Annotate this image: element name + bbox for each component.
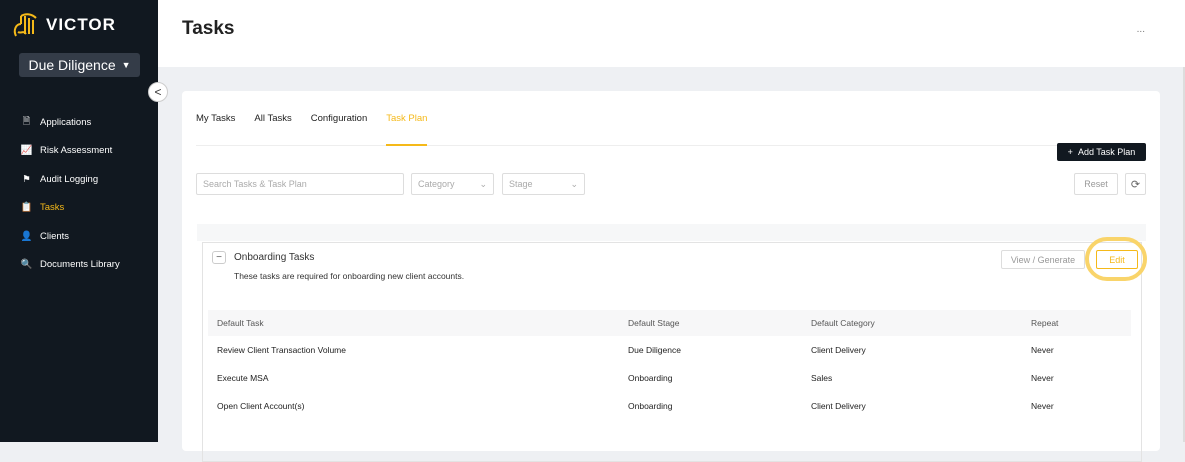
user-icon: 👤 [20,230,33,242]
table-header: Default Task Default Stage Default Categ… [208,310,1131,336]
caret-down-icon: ▼ [121,60,131,70]
flag-icon: ⚑ [22,173,31,185]
add-task-plan-button[interactable]: + Add Task Plan [1057,143,1146,161]
presentation-chart-icon: 📈 [20,145,33,157]
collapse-group-button[interactable]: − [212,251,226,264]
group-title: Onboarding Tasks [234,252,315,263]
minus-icon: − [216,252,222,263]
sidebar: VICTOR Due Diligence ▼ 🗎 Applications 📈 Ris… [0,0,158,442]
sidebar-item-risk-assessment[interactable]: 📈 Risk Assessment [20,145,113,157]
refresh-button[interactable]: ⟳ [1125,173,1146,195]
tab-configuration[interactable]: Configuration [310,113,368,124]
tabs: My Tasks All Tasks Configuration Task Pl… [196,113,1146,146]
clipboard-icon: 📋 [20,202,33,214]
chevron-down-icon: ⌄ [479,178,487,189]
tab-my-tasks[interactable]: My Tasks [196,113,236,124]
more-options-button[interactable]: ... [1136,24,1145,35]
sidebar-item-documents-library[interactable]: 🔍 Documents Library [20,259,120,271]
tab-task-plan[interactable]: Task Plan [386,113,428,146]
table-row[interactable]: Execute MSA Onboarding Sales Never [217,373,1054,383]
sidebar-item-tasks[interactable]: 📋 Tasks [20,202,65,214]
table-row[interactable]: Review Client Transaction Volume Due Dili… [217,345,1054,355]
lion-logo-icon [13,13,37,37]
page-title: Tasks [182,18,235,39]
scrollbar[interactable] [1183,67,1185,442]
category-select[interactable]: Category ⌄ [411,173,494,195]
sidebar-item-clients[interactable]: 👤 Clients [20,230,70,242]
sidebar-item-applications[interactable]: 🗎 Applications [20,108,120,137]
sidebar-nav: 🗎 Applications 📈 Risk Assessment ⚑ Audit Lo… [20,108,120,279]
plus-icon: + [1067,147,1073,157]
table-row[interactable]: Open Client Account(s) Onboarding Client D… [217,401,1054,411]
page-header: Tasks ... [158,0,1185,67]
document-search-icon: 🔍 [20,259,33,271]
refresh-icon: ⟳ [1130,178,1141,191]
chevron-left-icon: < [154,85,162,99]
logo: VICTOR [12,12,116,38]
collapse-sidebar-button[interactable]: < [148,82,168,102]
group-description: These tasks are required for onboarding … [234,271,465,281]
document-icon: 🗎 [22,116,31,128]
workspace-dropdown[interactable]: Due Diligence ▼ [19,53,140,77]
section-divider [197,224,1146,241]
reset-button[interactable]: Reset [1074,173,1118,195]
sidebar-item-audit-logging[interactable]: ⚑ Audit Logging [20,165,120,194]
view-generate-button[interactable]: View / Generate [1001,250,1085,269]
search-input[interactable]: Search Tasks & Task Plan [196,173,404,195]
tab-all-tasks[interactable]: All Tasks [254,113,292,124]
task-plan-card: My Tasks All Tasks Configuration Task Pl… [182,91,1160,462]
highlight-ring [1085,237,1147,281]
edit-button[interactable]: Edit [1096,250,1138,269]
chevron-down-icon: ⌄ [570,178,578,189]
stage-select[interactable]: Stage ⌄ [502,173,585,195]
task-plan-group: − Onboarding Tasks These tasks are requi… [202,237,1147,462]
